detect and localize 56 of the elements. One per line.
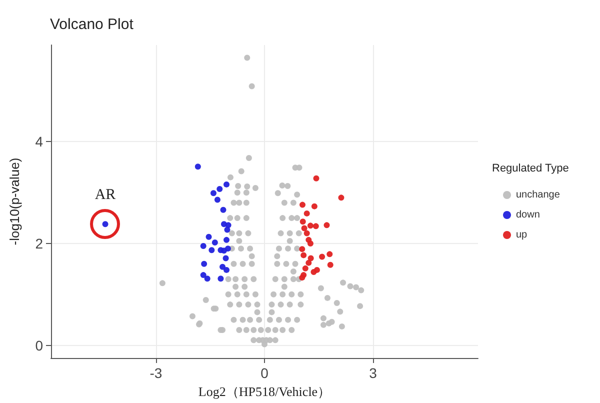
point xyxy=(301,225,308,232)
point xyxy=(300,252,307,258)
legend-label: down xyxy=(516,210,540,220)
point xyxy=(308,255,314,262)
point xyxy=(194,164,201,170)
point xyxy=(204,276,210,282)
y-tick-label: 4 xyxy=(35,134,44,150)
point xyxy=(212,239,218,246)
legend-title: Regulated Type xyxy=(492,162,569,174)
point xyxy=(304,230,310,236)
point xyxy=(299,246,306,252)
point xyxy=(208,247,215,254)
point xyxy=(200,272,206,278)
x-tick-label: -3 xyxy=(150,365,162,381)
point xyxy=(200,243,206,250)
y-tick-label: 0 xyxy=(35,337,44,354)
y-axis-title: -log10(p-value) xyxy=(7,158,22,246)
y-tick-label: 2 xyxy=(35,235,44,252)
x-tick-label: 0 xyxy=(260,365,269,381)
point xyxy=(206,234,212,240)
point xyxy=(304,210,310,216)
point xyxy=(300,202,306,208)
point xyxy=(319,254,326,260)
point xyxy=(224,226,230,233)
point xyxy=(224,246,231,252)
legend-label: unchange xyxy=(516,190,560,200)
point xyxy=(224,236,230,243)
point xyxy=(307,240,314,246)
point xyxy=(338,194,344,201)
point xyxy=(324,222,330,228)
point xyxy=(326,251,333,258)
point xyxy=(302,265,308,272)
point xyxy=(311,203,318,210)
point xyxy=(218,276,224,282)
legend-label: up xyxy=(516,230,528,240)
point xyxy=(224,266,230,273)
point xyxy=(201,260,208,267)
point xyxy=(313,175,320,182)
point xyxy=(216,186,223,192)
point xyxy=(327,262,334,268)
point xyxy=(214,196,220,203)
point xyxy=(306,260,312,266)
x-axis-title: Log2（HP518/Vehicle） xyxy=(198,384,331,399)
point xyxy=(314,266,320,273)
point xyxy=(210,190,216,196)
chart-title: Volcano Plot xyxy=(50,16,134,33)
point xyxy=(300,218,306,225)
point xyxy=(222,255,229,262)
point xyxy=(220,264,226,270)
x-tick-label: 3 xyxy=(369,365,378,381)
annotation: AR xyxy=(94,187,117,204)
point xyxy=(307,222,314,229)
point xyxy=(312,223,319,230)
point xyxy=(220,206,226,213)
point xyxy=(299,274,306,281)
point xyxy=(224,181,230,188)
